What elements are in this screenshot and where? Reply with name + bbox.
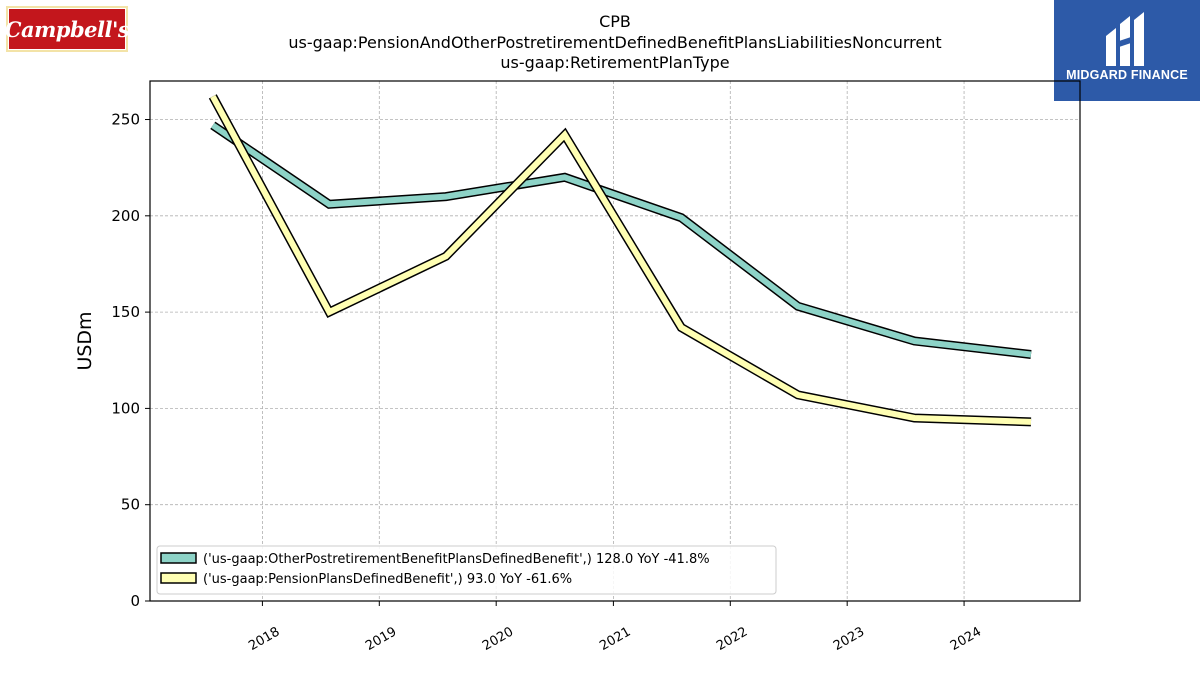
legend-label: ('us-gaap:PensionPlansDefinedBenefit',) …	[203, 572, 572, 587]
y-tick-label: 200	[111, 207, 140, 225]
x-tick-label: 2021	[597, 624, 633, 654]
x-tick-label: 2020	[480, 624, 516, 654]
y-tick-label: 250	[111, 111, 140, 129]
campbells-logo-text: Campbell's	[5, 8, 130, 50]
series-line-outline	[208, 94, 1032, 427]
series-line	[210, 94, 1032, 425]
legend: ('us-gaap:OtherPostretirementBenefitPlan…	[156, 545, 777, 595]
legend-box	[156, 545, 777, 595]
x-tick-label: 2019	[363, 624, 399, 654]
x-tick-label: 2022	[714, 624, 750, 654]
series-lines	[208, 94, 1032, 427]
series-line	[211, 122, 1032, 358]
chart-title-line-1: CPB	[599, 12, 631, 31]
legend-swatch	[160, 572, 197, 584]
y-axis-label: USDm	[74, 311, 96, 370]
x-tick-label: 2018	[246, 624, 282, 654]
y-tick-label: 0	[130, 592, 140, 610]
chart-title: CPB us-gaap:PensionAndOtherPostretiremen…	[288, 12, 941, 72]
x-axis: 2018 2019 2020 2021 2022 2023 2024	[246, 601, 984, 654]
y-tick-label: 50	[121, 496, 140, 514]
series-1	[210, 121, 1032, 359]
y-tick-label: 150	[111, 303, 140, 321]
y-tick-label: 100	[111, 399, 140, 417]
chart-title-line-3: us-gaap:RetirementPlanType	[500, 53, 729, 72]
midgard-emblem-icon	[1106, 12, 1144, 66]
campbells-logo: Campbell's	[5, 6, 130, 52]
legend-swatch	[160, 552, 197, 564]
x-tick-label: 2024	[948, 624, 984, 654]
chart-title-line-2: us-gaap:PensionAndOtherPostretirementDef…	[288, 33, 941, 52]
x-tick-label: 2023	[831, 624, 867, 654]
midgard-finance-logo: MIDGARD FINANCE	[1054, 0, 1200, 101]
midgard-logo-text: MIDGARD FINANCE	[1066, 68, 1188, 82]
series-line-outline	[210, 121, 1032, 359]
plot-area-frame	[149, 80, 1081, 602]
series-2	[208, 94, 1032, 427]
y-axis: 0 50 100 150 200 250	[111, 111, 150, 610]
legend-label: ('us-gaap:OtherPostretirementBenefitPlan…	[203, 552, 710, 567]
